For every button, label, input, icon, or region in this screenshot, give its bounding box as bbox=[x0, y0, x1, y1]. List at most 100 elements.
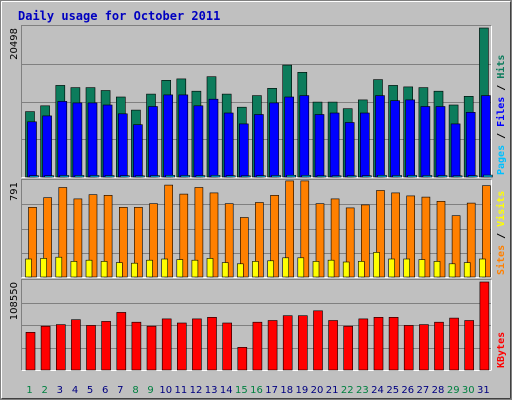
bar-pages bbox=[361, 175, 372, 178]
x-tick-label: 26 bbox=[401, 385, 414, 396]
bar-files bbox=[359, 112, 370, 178]
bar-visits bbox=[282, 257, 290, 278]
bar-kbytes bbox=[192, 318, 202, 371]
bar-sites bbox=[436, 201, 446, 278]
bar-pages bbox=[195, 175, 206, 178]
chart-title: Daily usage for October 2011 bbox=[18, 9, 220, 23]
bar-sites bbox=[406, 195, 416, 278]
bar-kbytes bbox=[40, 325, 51, 371]
legend-part: Hits bbox=[495, 55, 507, 79]
day-bars bbox=[86, 325, 96, 371]
bar-files bbox=[405, 99, 416, 178]
day-bars bbox=[433, 201, 446, 278]
day-bars bbox=[237, 346, 248, 371]
bar-visits bbox=[297, 257, 305, 278]
bar-kbytes bbox=[464, 320, 475, 371]
day-bars bbox=[282, 180, 295, 278]
day-bars bbox=[85, 87, 100, 178]
bar-kbytes bbox=[86, 325, 96, 371]
day-bars bbox=[313, 310, 323, 371]
x-axis-day-labels: 1 2 3 4 5 6 7 8 9 10 11 12 13 14 15 16 17 18 19 20 21 22 23 24 2… bbox=[26, 385, 489, 396]
day-bars bbox=[100, 90, 115, 178]
x-tick-label: 3 bbox=[57, 385, 63, 396]
bar-pages bbox=[346, 175, 357, 178]
bar-visits bbox=[40, 258, 47, 278]
bar-visits bbox=[85, 259, 93, 278]
bar-pages bbox=[407, 175, 418, 178]
bar-sites bbox=[88, 194, 98, 278]
bar-sites bbox=[285, 180, 295, 278]
bar-sites bbox=[391, 192, 400, 278]
day-bars bbox=[479, 281, 490, 371]
day-bars bbox=[101, 321, 111, 371]
day-bars bbox=[479, 185, 491, 278]
bar-sites bbox=[360, 204, 370, 278]
day-bars bbox=[192, 318, 202, 371]
day-bars bbox=[146, 325, 157, 371]
bar-pages bbox=[301, 175, 312, 178]
x-tick-label: 9 bbox=[147, 385, 153, 396]
legend-part: / bbox=[496, 227, 507, 245]
bar-files bbox=[269, 102, 279, 178]
day-bars bbox=[373, 316, 384, 371]
bar-kbytes bbox=[419, 324, 429, 371]
bar-files bbox=[72, 102, 83, 178]
x-tick-label: 25 bbox=[386, 385, 399, 396]
bar-visits bbox=[146, 259, 153, 278]
bar-files bbox=[254, 114, 264, 178]
bar-pages bbox=[271, 175, 281, 178]
chart-panels: 20498 Pages / Files / Hits 791 Sites / Visi… bbox=[9, 25, 507, 371]
bar-kbytes bbox=[328, 320, 338, 371]
day-bars bbox=[176, 78, 191, 178]
bar-visits bbox=[433, 261, 441, 278]
bar-pages bbox=[225, 175, 236, 178]
bar-sites bbox=[209, 192, 219, 278]
bar-kbytes bbox=[479, 281, 490, 371]
day-bars bbox=[357, 99, 372, 178]
day-bars bbox=[252, 321, 263, 371]
bar-files bbox=[329, 112, 340, 178]
x-tick-label: 11 bbox=[175, 385, 188, 396]
bar-files bbox=[163, 94, 173, 178]
bar-sites bbox=[73, 198, 83, 278]
day-bars bbox=[176, 193, 189, 278]
bar-files bbox=[57, 101, 68, 178]
bar-kbytes bbox=[222, 322, 232, 371]
bar-kbytes bbox=[55, 324, 66, 371]
bar-sites bbox=[466, 202, 476, 278]
day-bars bbox=[434, 321, 444, 371]
bar-visits bbox=[191, 259, 199, 278]
bar-files bbox=[102, 104, 113, 178]
bar-files bbox=[148, 106, 158, 178]
day-bars bbox=[297, 315, 308, 371]
day-bars bbox=[418, 87, 433, 178]
x-tick-label: 22 bbox=[341, 385, 354, 396]
day-bars bbox=[191, 187, 204, 278]
x-tick-label: 19 bbox=[296, 385, 309, 396]
x-tick-label: 15 bbox=[235, 385, 248, 396]
bar-visits bbox=[403, 258, 411, 278]
x-tick-label: 16 bbox=[250, 385, 263, 396]
bar-kbytes bbox=[403, 325, 414, 371]
bar-visits bbox=[373, 252, 380, 278]
bar-visits bbox=[161, 258, 168, 278]
x-tick-label: 10 bbox=[159, 385, 172, 396]
bar-kbytes bbox=[131, 321, 142, 371]
bar-files bbox=[133, 124, 143, 178]
bar-pages bbox=[467, 175, 478, 178]
bar-files bbox=[435, 106, 446, 178]
bar-pages bbox=[120, 175, 130, 178]
bar-kbytes bbox=[373, 316, 384, 371]
series-legend-label: Pages / Files / Hits bbox=[495, 55, 507, 175]
day-bars bbox=[70, 87, 85, 178]
bar-kbytes bbox=[434, 321, 444, 371]
day-bars bbox=[297, 180, 310, 278]
bar-files bbox=[420, 106, 431, 178]
day-bars bbox=[237, 106, 251, 178]
bar-kbytes bbox=[252, 321, 263, 371]
bar-kbytes bbox=[101, 321, 111, 371]
x-tick-label: 29 bbox=[447, 385, 460, 396]
bar-pages bbox=[286, 175, 297, 178]
x-tick-label: 1 bbox=[26, 385, 32, 396]
bar-pages bbox=[74, 175, 85, 178]
